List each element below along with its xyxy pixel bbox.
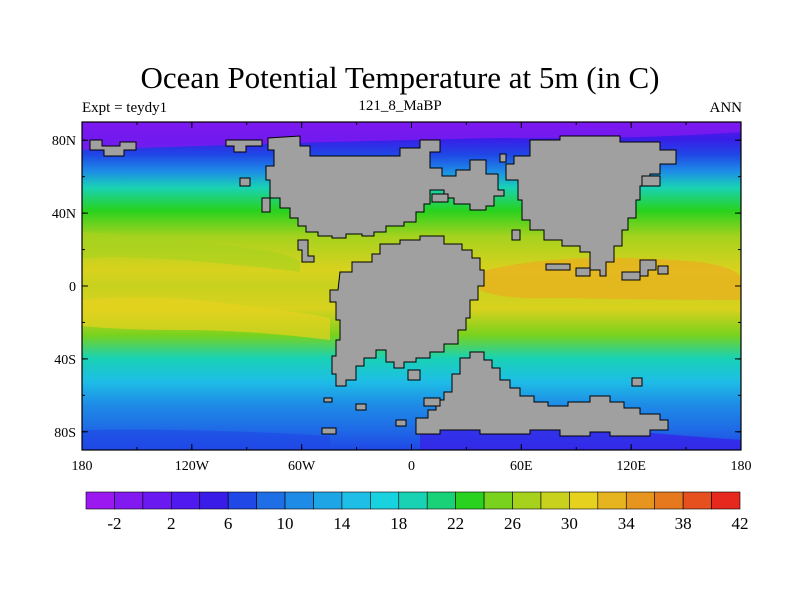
colorbar-box <box>171 491 201 510</box>
colorbar-label: 42 <box>732 514 749 533</box>
colorbar-box <box>284 491 314 510</box>
lon-label: 60E <box>510 459 533 474</box>
colorbar-box <box>313 491 343 510</box>
lat-label: 80N <box>52 134 76 149</box>
colorbar-box <box>455 491 485 510</box>
lon-label: 60W <box>288 459 316 474</box>
lon-label: 120W <box>175 459 210 474</box>
colorbar-box <box>682 491 712 510</box>
lat-label: 80S <box>54 426 76 441</box>
colorbar-label: -2 <box>107 514 121 533</box>
colorbar-box <box>341 491 371 510</box>
experiment-label: Expt = teydy1 <box>82 100 168 116</box>
colorbar-label: 2 <box>167 514 176 533</box>
colorbar-box <box>654 491 684 510</box>
colorbar-box <box>483 491 513 510</box>
lon-label: 0 <box>408 459 415 474</box>
colorbar-box <box>569 491 599 510</box>
colorbar-box <box>597 491 627 510</box>
longitude-axis: 180 120W 60W 0 60E 120E 180 <box>72 122 752 474</box>
colorbar-box <box>142 491 172 510</box>
colorbar-box <box>370 491 400 510</box>
colorbar-box <box>85 491 115 510</box>
lat-label: 0 <box>69 280 76 295</box>
colorbar-box <box>398 491 428 510</box>
lon-label: 180 <box>72 459 93 474</box>
colorbar-label: 18 <box>390 514 407 533</box>
colorbar-label: 6 <box>224 514 233 533</box>
lat-label: 40S <box>54 353 76 368</box>
colorbar-box <box>711 491 741 510</box>
season-label: ANN <box>709 100 743 116</box>
chart-title: Ocean Potential Temperature at 5m (in C) <box>140 60 660 95</box>
colorbar-box <box>426 491 456 510</box>
colorbar-labels: -2 2 6 10 14 18 22 26 30 34 38 42 <box>107 514 748 533</box>
period-label: 121_8_MaBP <box>358 98 442 114</box>
colorbar-box <box>256 491 286 510</box>
colorbar-label: 30 <box>561 514 578 533</box>
colorbar-label: 34 <box>618 514 636 533</box>
latitude-axis: 80N 40N 0 40S 80S <box>52 134 741 441</box>
colorbar-box <box>540 491 570 510</box>
colorbar-box <box>199 491 229 510</box>
colorbar-box <box>512 491 542 510</box>
land-masses <box>89 135 677 437</box>
lon-label: 120E <box>616 459 646 474</box>
colorbar <box>85 491 741 510</box>
colorbar-box <box>625 491 655 510</box>
colorbar-label: 22 <box>447 514 464 533</box>
colorbar-label: 14 <box>333 514 351 533</box>
lon-label: 180 <box>731 459 752 474</box>
colorbar-label: 26 <box>504 514 521 533</box>
colorbar-box <box>227 491 257 510</box>
colorbar-box <box>114 491 144 510</box>
colorbar-label: 10 <box>277 514 294 533</box>
colorbar-label: 38 <box>675 514 692 533</box>
lat-label: 40N <box>52 207 76 222</box>
